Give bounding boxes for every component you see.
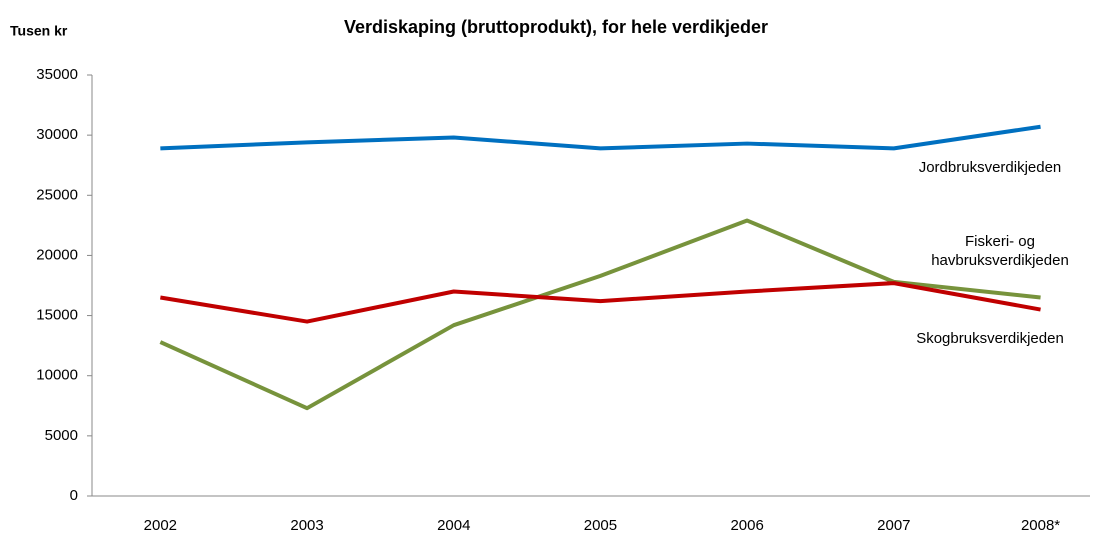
series-label: Skogbruksverdikjeden (916, 330, 1064, 347)
series-line (160, 281, 1041, 324)
series-label: Jordbruksverdikjeden (918, 159, 1062, 176)
x-tick-label: 2002 (144, 517, 177, 534)
x-tick-label: 2005 (584, 517, 617, 534)
y-tick-label: 20000 (36, 246, 78, 263)
y-tick-label: 0 (70, 487, 78, 504)
y-axis-label: Tusen kr (10, 23, 68, 39)
chart-title: Verdiskaping (bruttoprodukt), for hele v… (344, 17, 768, 37)
x-tick-label: 2003 (290, 517, 323, 534)
x-tick-label: 2008* (1021, 517, 1060, 534)
y-tick-label: 30000 (36, 126, 78, 143)
y-tick-label: 35000 (36, 66, 78, 83)
series-label: Fiskeri- og havbruksverdikjeden (931, 233, 1069, 269)
x-tick-label: 2006 (730, 517, 763, 534)
x-tick-label: 2007 (877, 517, 910, 534)
y-tick-label: 15000 (36, 307, 78, 324)
series-line (160, 124, 1041, 151)
y-tick-label: 25000 (36, 186, 78, 203)
series-line (159, 218, 1041, 411)
y-tick-label: 5000 (45, 427, 78, 444)
x-tick-label: 2004 (437, 517, 470, 534)
y-tick-label: 10000 (36, 367, 78, 384)
